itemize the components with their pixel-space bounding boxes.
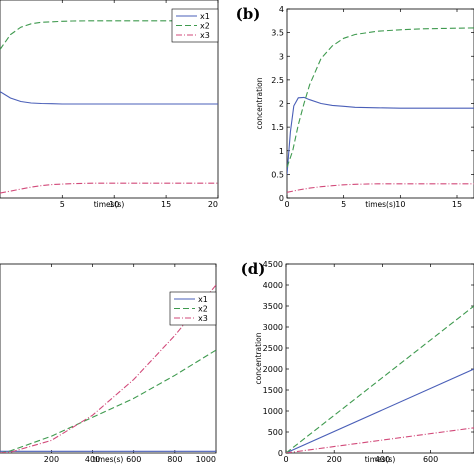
x-tick-label: 15 [452, 200, 462, 209]
series-line-x2 [286, 305, 474, 453]
y-tick-label: 1 [279, 147, 284, 156]
x-axis-label: times(s) [94, 200, 125, 209]
axes-frame [0, 0, 219, 199]
y-tick-label: 2.5 [271, 76, 284, 85]
y-axis-label: concentration [255, 77, 264, 129]
x-tick-label: 1000 [196, 455, 216, 464]
panel-label: (d) [241, 260, 266, 278]
y-tick-label: 4 [279, 5, 284, 14]
y-tick-label: 3500 [263, 302, 283, 311]
x-tick-label: 20 [208, 200, 218, 209]
x-tick-label: 200 [327, 455, 342, 464]
x-tick-label: 0 [284, 200, 289, 209]
x-tick-label: 10 [395, 200, 405, 209]
y-tick-label: 1000 [263, 407, 283, 416]
panel-label: (b) [236, 5, 261, 23]
y-tick-label: 4500 [263, 260, 283, 269]
y-tick-label: 3000 [263, 323, 283, 332]
y-tick-label: 1.5 [271, 123, 284, 132]
axes-frame [0, 263, 217, 454]
axes-frame [286, 8, 474, 199]
x-tick-label: 600 [423, 455, 438, 464]
y-tick-label: 3 [279, 52, 284, 61]
y-tick-label: 4000 [263, 281, 283, 290]
series-line-x1 [286, 368, 474, 453]
x-tick-label: 200 [44, 455, 59, 464]
plot-area [0, 20, 218, 194]
legend-label-x2: x2 [198, 305, 208, 314]
legend-label-x1: x1 [200, 12, 210, 21]
x-tick-label: 400 [375, 455, 390, 464]
series-line-x2 [287, 27, 474, 168]
series-line-x3 [286, 427, 474, 453]
series-line-x3 [287, 183, 474, 193]
x-tick-label: 5 [60, 200, 65, 209]
x-axis-label: times(s) [365, 455, 396, 464]
y-tick-label: 0 [278, 449, 283, 458]
x-tick-label: 5 [341, 200, 346, 209]
y-tick-label: 2 [279, 100, 284, 109]
legend-label-x2: x2 [200, 22, 210, 31]
series-line-x3 [0, 182, 218, 194]
legend-label-x3: x3 [200, 31, 210, 40]
y-tick-label: 2500 [263, 344, 283, 353]
x-tick-label: 10 [109, 200, 119, 209]
legend-label-x3: x3 [198, 314, 208, 323]
panel-2: 0 5 10 15 0 0.5 1 1.5 2 2.5 3 3.5 4 times(s) concentra… [236, 5, 474, 209]
axes-frame [285, 263, 474, 454]
x-tick-label: 15 [161, 200, 171, 209]
series-line-x2 [0, 349, 216, 453]
x-axis-label: times(s) [365, 200, 396, 209]
series-line-x1 [287, 96, 474, 175]
x-axis-label: times(s) [93, 455, 124, 464]
y-tick-label: 0.5 [271, 170, 284, 179]
y-tick-label: 2000 [263, 365, 283, 374]
legend-label-x1: x1 [198, 295, 208, 304]
plot-area [286, 305, 474, 453]
y-tick-label: 500 [268, 428, 283, 437]
x-tick-label: 800 [167, 455, 182, 464]
plot-area [0, 284, 216, 453]
plot-area [287, 27, 474, 193]
y-tick-label: 1500 [263, 386, 283, 395]
y-axis-label: concentration [254, 332, 263, 384]
panel-4: 0 200 400 600 0 500 1000 1500 2000 2500 3000 3500 40… [241, 260, 474, 464]
x-tick-label: 400 [85, 455, 100, 464]
y-tick-label: 0 [279, 194, 284, 203]
x-tick-label: 0 [283, 455, 288, 464]
series-line-x1 [0, 91, 218, 105]
y-tick-label: 3.5 [271, 29, 284, 38]
series-line-x2 [0, 20, 218, 50]
x-tick-label: 600 [126, 455, 141, 464]
series-line-x3 [0, 284, 216, 453]
